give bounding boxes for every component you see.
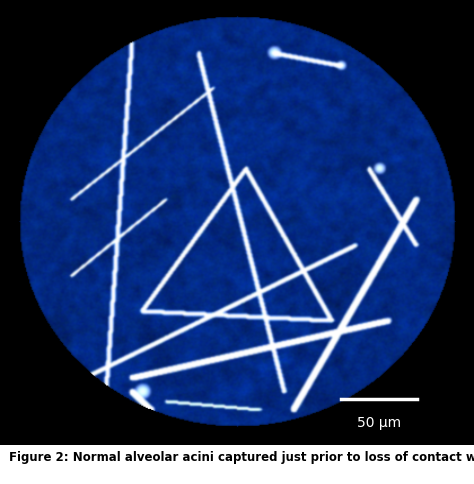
Text: 50 μm: 50 μm [357, 416, 401, 430]
Text: Figure 2: Normal alveolar acini captured just prior to loss of contact with the: Figure 2: Normal alveolar acini captured… [9, 451, 474, 464]
